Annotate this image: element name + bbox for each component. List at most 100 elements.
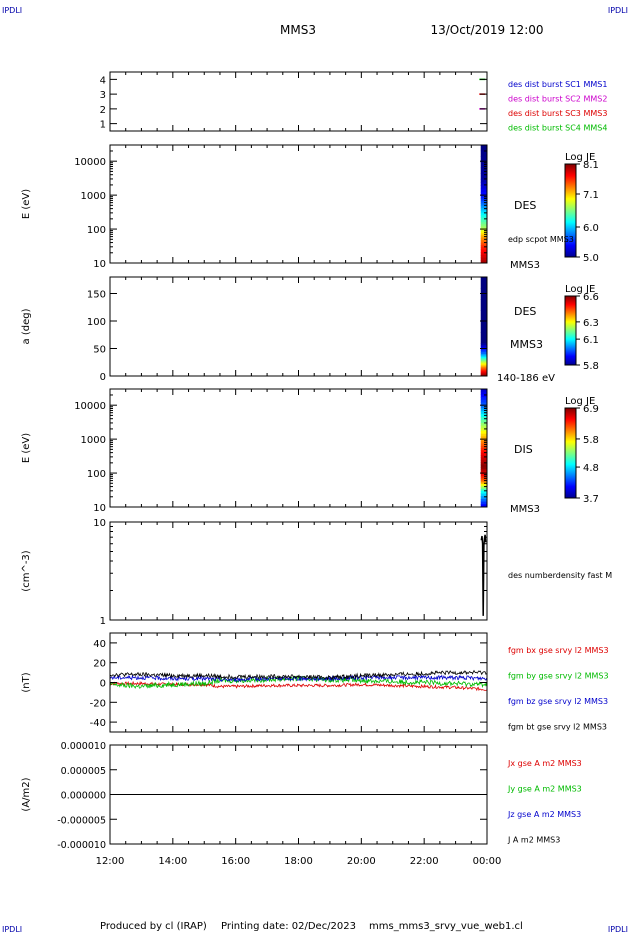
spectrogram-cell: [480, 195, 487, 199]
energy-range-label: 140-186 eV: [497, 373, 555, 384]
spectrogram-cell: [480, 431, 487, 435]
spectrogram-cell: [480, 229, 487, 232]
spectrogram-cell: [480, 260, 487, 264]
colorbar-tick-label: 6.1: [583, 335, 599, 346]
legend-label: des dist burst SC3 MMS3: [508, 109, 607, 118]
y-axis-label: a (deg): [21, 308, 32, 344]
spectrogram-cell: [480, 277, 487, 289]
spectrogram-cell: [480, 501, 487, 505]
corner-label-bottom-left: IPDLI: [2, 925, 22, 934]
burst-panel: 1 2 3 4 des dist burst SC1 MMS1 des dist burs…: [100, 71, 607, 133]
panels-group: 1 2 3 4 des dist burst SC1 MMS1 des dist burs…: [21, 71, 612, 867]
des-pitch-panel: Log JE6.6 6.3 6.1 5.8 DES MMS3 140-186 eV 0 50 10…: [21, 276, 599, 384]
spectrogram-cell: [480, 473, 487, 477]
spectrogram-cell: [480, 310, 487, 322]
spectrogram-cell: [480, 243, 487, 246]
corner-label-top-left: IPDLI: [2, 6, 22, 15]
y-tick-label: 40: [93, 639, 106, 650]
spectrogram-cell: [480, 182, 487, 186]
spectrogram-cell: [480, 368, 487, 370]
spectrogram-cell: [480, 224, 487, 227]
colorbar-tick-label: 8.1: [583, 160, 599, 171]
spectrogram-cell: [480, 217, 487, 221]
y-tick-label: 100: [87, 469, 106, 480]
y-tick-label: 1000: [81, 435, 106, 446]
y-tick-label: 100: [87, 225, 106, 236]
spectrogram-cell: [480, 405, 487, 409]
spectrogram-cell: [480, 394, 487, 398]
colorbar-tick-label: 3.7: [583, 494, 599, 505]
density-panel: 1 10 (cm^-3) des numberdensity fast M: [21, 518, 612, 627]
dis-energy-panel: Log JE6.9 5.8 4.8 3.7 DIS MMS3 10 100 1000 10000 E…: [21, 388, 599, 515]
spectrogram-cell: [480, 476, 487, 479]
spectrogram-cell: [480, 417, 487, 421]
spectrogram-cell: [480, 496, 487, 500]
spectrogram-cell: [480, 358, 487, 360]
legend-label: des dist burst SC4 MMS4: [508, 124, 607, 133]
y-tick-label: 0.000000: [61, 791, 106, 802]
y-tick-label: 10: [93, 503, 106, 514]
spectrogram-cell: [480, 191, 487, 196]
footer-filename: mms_mms3_srvy_vue_web1.cl: [369, 921, 523, 932]
x-tick-label: 18:00: [284, 856, 313, 867]
colorbar-tick-label: 6.9: [583, 404, 599, 415]
spectrogram-cell: [480, 370, 487, 373]
series-line: [109, 674, 487, 683]
spectrogram-cell: [480, 482, 487, 485]
colorbar-title: Log JE: [565, 396, 595, 407]
panel-frame: [109, 521, 488, 621]
des-energy-panel: Log JE8.1 7.1 6.0 5.0 DES edp scpot MMS3 MMS3 1…: [21, 144, 599, 271]
spectrogram-cell: [480, 212, 487, 216]
spectrogram-cell: [480, 365, 487, 368]
spectrogram-cell: [480, 408, 487, 412]
spectrogram-cell: [480, 355, 487, 358]
colorbar-title: Log JE: [565, 152, 595, 163]
spectrogram-cell: [480, 419, 487, 424]
spectrogram-cell: [480, 369, 487, 371]
spacecraft-label: MMS3: [510, 504, 540, 515]
spectrogram-cell: [480, 210, 487, 214]
spectrogram-cell: [480, 246, 487, 251]
legend-label: des numberdensity fast M: [508, 571, 612, 580]
spectrogram-cell: [480, 448, 487, 451]
spectrogram-cell: [480, 344, 487, 348]
datetime-title: 13/Oct/2019 12:00: [430, 23, 543, 37]
spectrogram-cell: [480, 367, 487, 369]
y-tick-label: -40: [90, 718, 106, 729]
spectrogram-cell: [480, 173, 487, 180]
y-axis-label: E (eV): [21, 189, 32, 219]
colorbar: [564, 407, 577, 499]
spectrogram-cell: [480, 156, 487, 163]
spectrogram-cell: [480, 188, 487, 193]
y-tick-label: 3: [100, 90, 106, 101]
spectrogram-cell: [480, 441, 487, 445]
y-tick-label: 1000: [81, 191, 106, 202]
y-tick-label: -0.000010: [57, 840, 106, 851]
spectrogram-cell: [480, 200, 487, 204]
colorbar-tick-label: 5.8: [583, 435, 599, 446]
colorbar-tick-label: 5.8: [583, 361, 599, 372]
spectrogram-cell: [480, 236, 487, 239]
current-density-panel: -0.000010 -0.000005 0.000000 0.000005 0.0000…: [21, 741, 582, 851]
spacecraft-title: MMS3: [280, 23, 316, 37]
y-tick-label: -20: [90, 698, 106, 709]
y-tick-label: 10000: [74, 157, 106, 168]
spectrogram-cell: [480, 161, 487, 169]
spectrogram-cell: [480, 321, 487, 333]
spectrogram-cell: [480, 145, 487, 152]
colorbar-tick-label: 6.3: [583, 318, 599, 329]
y-tick-label: 150: [87, 290, 106, 301]
spectrogram-cell: [480, 372, 487, 375]
x-tick-label: 22:00: [410, 856, 439, 867]
x-tick-label: 12:00: [96, 856, 125, 867]
y-tick-label: 1: [100, 120, 106, 131]
spectrogram-cell: [480, 480, 487, 483]
spectrogram-cell: [480, 425, 487, 429]
spectrogram-cell: [480, 356, 487, 359]
spectrogram-cell: [480, 363, 487, 366]
instrument-label: DES: [514, 305, 536, 318]
overlay-legend-label: edp scpot MMS3: [508, 235, 574, 244]
panel-frame: [109, 144, 488, 264]
colorbar-tick-label: 6.6: [583, 292, 599, 303]
